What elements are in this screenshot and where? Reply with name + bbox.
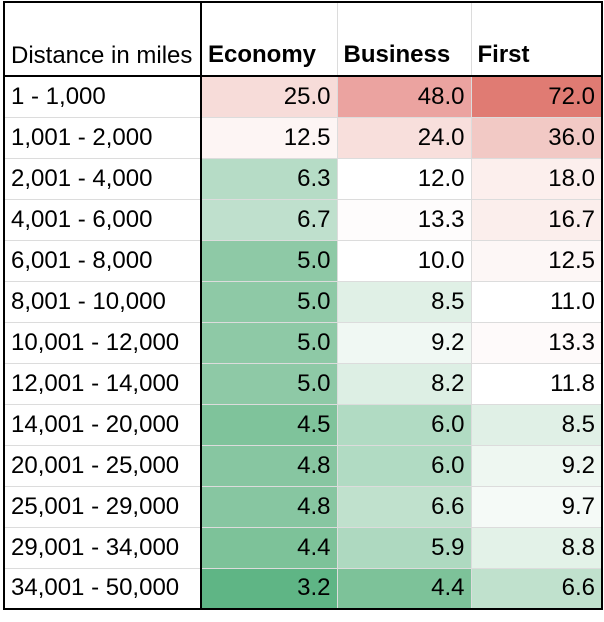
first-value-cell: 72.0 [470, 75, 603, 118]
economy-value-cell: 5.0 [200, 321, 338, 364]
business-value-cell: 4.4 [336, 567, 472, 610]
table-row: 20,001 - 25,000 4.8 6.0 9.2 [3, 444, 603, 487]
business-value-cell: 48.0 [336, 75, 472, 118]
distance-range-cell: 1,001 - 2,000 [3, 116, 202, 159]
table-row: 1 - 1,000 25.0 48.0 72.0 [3, 75, 603, 118]
business-value-cell: 6.0 [336, 403, 472, 446]
economy-value-cell: 5.0 [200, 280, 338, 323]
business-value-cell: 8.2 [336, 362, 472, 405]
economy-value-cell: 6.3 [200, 157, 338, 200]
business-value-cell: 8.5 [336, 280, 472, 323]
first-value-cell: 8.5 [470, 403, 603, 446]
table-row: 25,001 - 29,000 4.8 6.6 9.7 [3, 485, 603, 528]
first-value-cell: 18.0 [470, 157, 603, 200]
header-distance: Distance in miles [3, 1, 202, 77]
economy-value-cell: 4.8 [200, 444, 338, 487]
first-value-cell: 16.7 [470, 198, 603, 241]
table-row: 29,001 - 34,000 4.4 5.9 8.8 [3, 526, 603, 569]
table-row: 4,001 - 6,000 6.7 13.3 16.7 [3, 198, 603, 241]
distance-range-cell: 14,001 - 20,000 [3, 403, 202, 446]
economy-value-cell: 3.2 [200, 567, 338, 610]
table-row: 6,001 - 8,000 5.0 10.0 12.5 [3, 239, 603, 282]
economy-value-cell: 12.5 [200, 116, 338, 159]
distance-range-cell: 34,001 - 50,000 [3, 567, 202, 610]
economy-value-cell: 5.0 [200, 239, 338, 282]
business-value-cell: 24.0 [336, 116, 472, 159]
economy-value-cell: 4.4 [200, 526, 338, 569]
first-value-cell: 9.7 [470, 485, 603, 528]
business-value-cell: 10.0 [336, 239, 472, 282]
business-value-cell: 12.0 [336, 157, 472, 200]
business-value-cell: 5.9 [336, 526, 472, 569]
distance-range-cell: 10,001 - 12,000 [3, 321, 202, 364]
distance-range-cell: 4,001 - 6,000 [3, 198, 202, 241]
data-table: Distance in miles Economy Business First… [3, 1, 603, 610]
business-value-cell: 6.0 [336, 444, 472, 487]
header-business: Business [336, 1, 472, 77]
distance-range-cell: 8,001 - 10,000 [3, 280, 202, 323]
first-value-cell: 36.0 [470, 116, 603, 159]
business-value-cell: 9.2 [336, 321, 472, 364]
table-row: 34,001 - 50,000 3.2 4.4 6.6 [3, 567, 603, 610]
header-economy: Economy [200, 1, 338, 77]
business-value-cell: 13.3 [336, 198, 472, 241]
first-value-cell: 11.0 [470, 280, 603, 323]
distance-range-cell: 29,001 - 34,000 [3, 526, 202, 569]
first-value-cell: 12.5 [470, 239, 603, 282]
first-value-cell: 6.6 [470, 567, 603, 610]
distance-range-cell: 25,001 - 29,000 [3, 485, 202, 528]
distance-range-cell: 2,001 - 4,000 [3, 157, 202, 200]
header-first: First [470, 1, 603, 77]
first-value-cell: 8.8 [470, 526, 603, 569]
economy-value-cell: 5.0 [200, 362, 338, 405]
table-row: 1,001 - 2,000 12.5 24.0 36.0 [3, 116, 603, 159]
distance-range-cell: 6,001 - 8,000 [3, 239, 202, 282]
table-row: 8,001 - 10,000 5.0 8.5 11.0 [3, 280, 603, 323]
table-body: 1 - 1,000 25.0 48.0 72.0 1,001 - 2,000 12.5 24… [3, 75, 603, 610]
distance-range-cell: 1 - 1,000 [3, 75, 202, 118]
first-value-cell: 9.2 [470, 444, 603, 487]
economy-value-cell: 25.0 [200, 75, 338, 118]
economy-value-cell: 4.8 [200, 485, 338, 528]
first-value-cell: 13.3 [470, 321, 603, 364]
distance-range-cell: 12,001 - 14,000 [3, 362, 202, 405]
business-value-cell: 6.6 [336, 485, 472, 528]
economy-value-cell: 4.5 [200, 403, 338, 446]
distance-range-cell: 20,001 - 25,000 [3, 444, 202, 487]
economy-value-cell: 6.7 [200, 198, 338, 241]
first-value-cell: 11.8 [470, 362, 603, 405]
table-row: 10,001 - 12,000 5.0 9.2 13.3 [3, 321, 603, 364]
table-row: 12,001 - 14,000 5.0 8.2 11.8 [3, 362, 603, 405]
table-row: 14,001 - 20,000 4.5 6.0 8.5 [3, 403, 603, 446]
header-row: Distance in miles Economy Business First [3, 1, 603, 77]
table-row: 2,001 - 4,000 6.3 12.0 18.0 [3, 157, 603, 200]
